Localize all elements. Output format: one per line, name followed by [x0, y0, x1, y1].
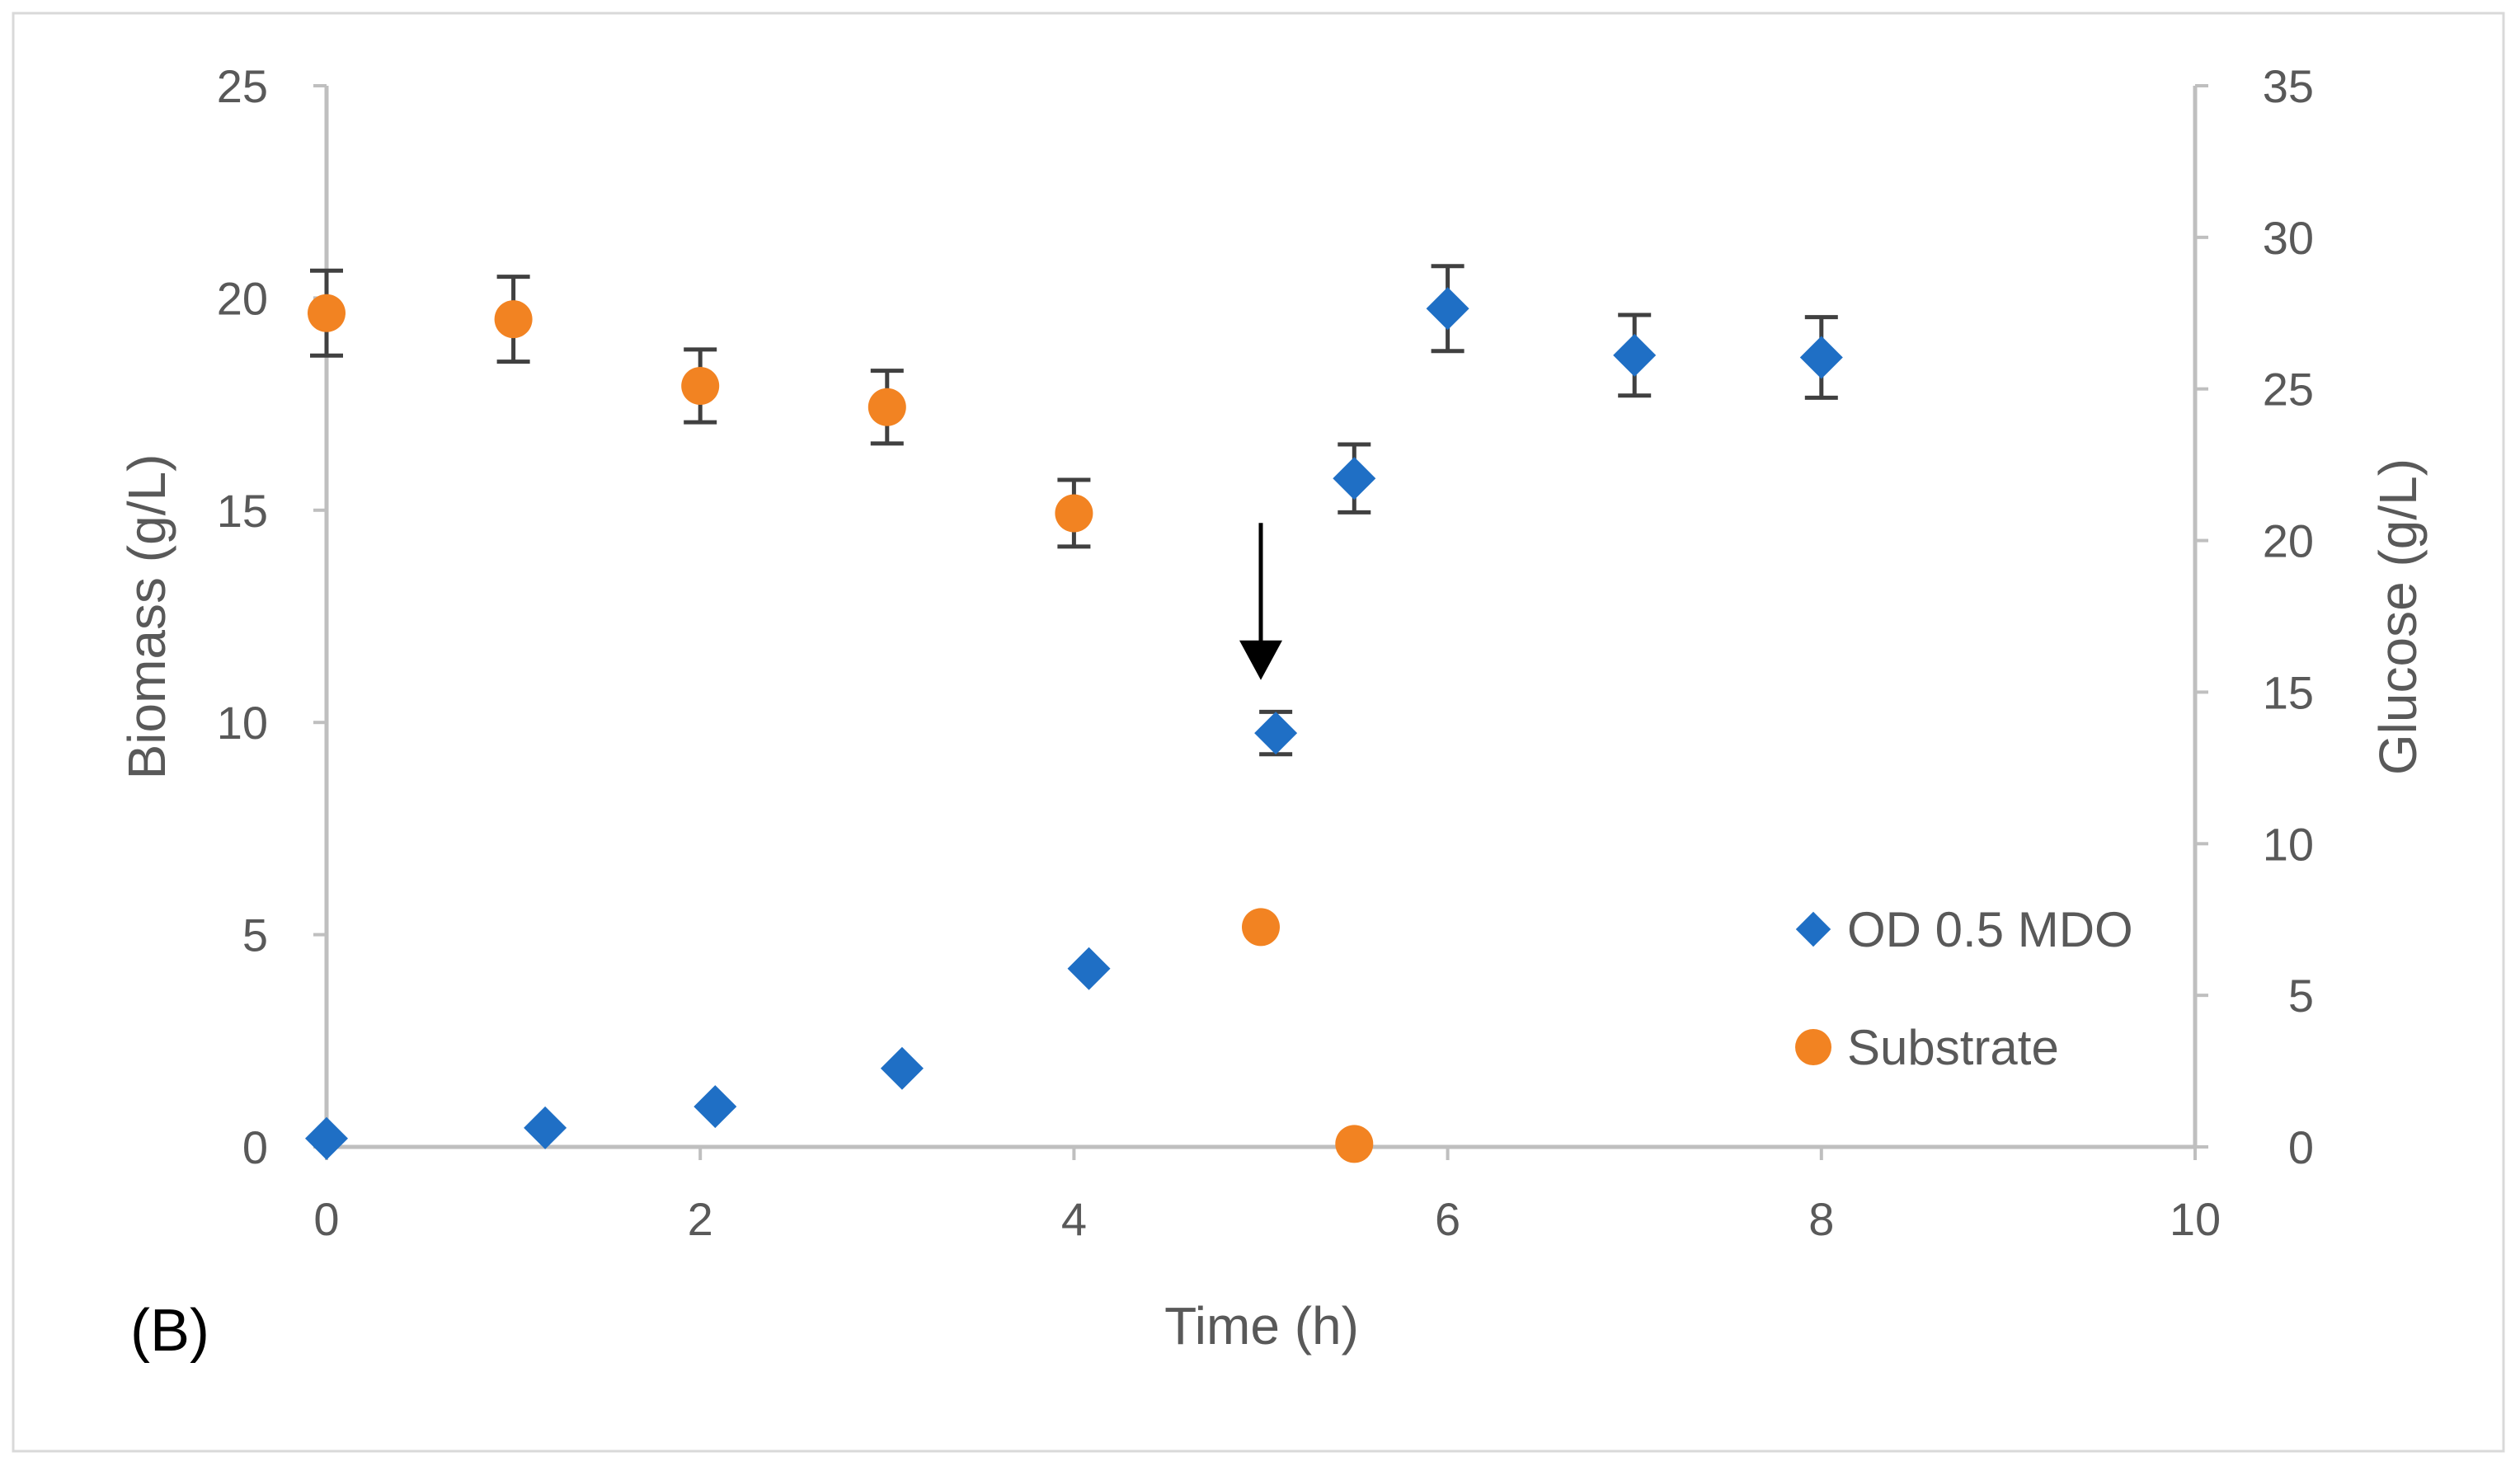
data-point-od [305, 1116, 348, 1160]
y-tick-label: 20 [217, 272, 268, 324]
data-marks [305, 287, 1843, 1163]
data-point-od [1254, 712, 1298, 755]
y2-tick-label: 20 [2263, 515, 2314, 567]
data-point-substrate [494, 300, 533, 339]
y2-axis-title: Glucose (g/L) [2368, 458, 2428, 775]
x-tick-label: 10 [2170, 1193, 2221, 1245]
y-tick-label: 15 [217, 485, 268, 537]
y2-tick-label: 0 [2288, 1121, 2314, 1173]
axes: 0 2 4 6 8 10 0 5 10 15 20 25 0 5 10 15 20 25 30 35 [217, 60, 2314, 1245]
x-tick-label: 4 [1061, 1193, 1087, 1245]
y-tick-label: 0 [242, 1121, 268, 1173]
y-tick-label: 25 [217, 60, 268, 112]
data-point-substrate [1242, 908, 1280, 947]
data-point-od [524, 1106, 567, 1149]
data-point-od [1333, 457, 1376, 500]
x-axis-title: Time (h) [1164, 1296, 1359, 1356]
data-point-substrate [1055, 494, 1093, 533]
arrow-head [1239, 640, 1282, 680]
y2-tick-label: 15 [2263, 666, 2314, 718]
legend-marker-od [1795, 911, 1831, 947]
data-point-od [880, 1046, 924, 1090]
legend-label-od: OD 0.5 MDO [1847, 902, 2133, 957]
x-tick-label: 2 [688, 1193, 713, 1245]
y2-tick-label: 5 [2288, 970, 2314, 1022]
y2-tick-label: 35 [2263, 60, 2314, 112]
x-tick-label: 6 [1435, 1193, 1460, 1245]
annotations [1239, 523, 1282, 680]
y-tick-label: 10 [217, 697, 268, 749]
legend-label-substrate: Substrate [1847, 1020, 2059, 1075]
data-point-substrate [681, 367, 720, 406]
data-point-substrate [867, 388, 906, 426]
data-point-od [1799, 336, 1843, 379]
data-point-od [1426, 287, 1469, 331]
y2-tick-label: 30 [2263, 212, 2314, 264]
x-tick-label: 8 [1808, 1193, 1834, 1245]
legend-marker-substrate [1795, 1029, 1831, 1065]
data-point-od [1613, 333, 1657, 377]
data-point-substrate [1335, 1125, 1374, 1163]
y-axis-title: Biomass (g/L) [117, 454, 176, 780]
panel-label: (B) [130, 1298, 209, 1364]
x-tick-label: 0 [313, 1193, 339, 1245]
data-point-substrate [308, 294, 346, 332]
y2-tick-label: 10 [2263, 818, 2314, 870]
data-point-od [693, 1085, 737, 1129]
data-point-od [1067, 947, 1111, 990]
legend: OD 0.5 MDO Substrate [1795, 902, 2133, 1075]
y-tick-label: 5 [242, 909, 268, 961]
y2-tick-label: 25 [2263, 364, 2314, 416]
